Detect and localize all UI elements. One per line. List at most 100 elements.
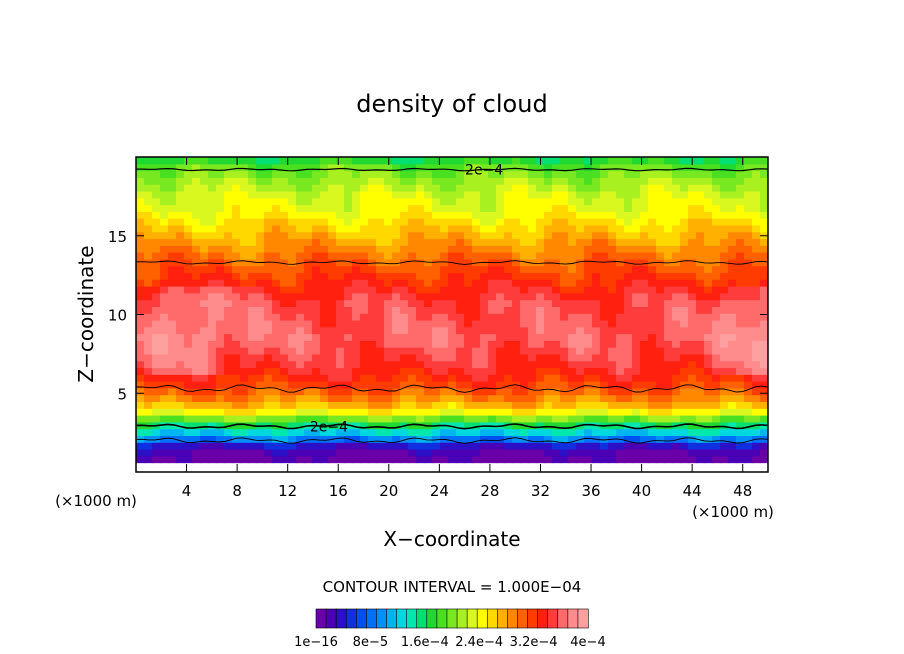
heatmap-cell — [632, 197, 641, 206]
heatmap-cell — [744, 435, 753, 443]
heatmap-cell — [736, 353, 745, 362]
heatmap-cell — [208, 211, 217, 219]
heatmap-cell — [736, 190, 745, 199]
heatmap-cell — [720, 245, 729, 253]
heatmap-cell — [424, 299, 433, 307]
heatmap-cell — [600, 272, 609, 280]
heatmap-cell — [152, 455, 161, 464]
heatmap-cell — [608, 197, 617, 206]
heatmap-cell — [648, 252, 657, 260]
heatmap-cell — [136, 353, 145, 362]
heatmap-cell — [752, 163, 761, 172]
heatmap-cell — [360, 435, 369, 443]
heatmap-cell — [200, 374, 209, 382]
heatmap-cell — [616, 455, 625, 464]
heatmap-cell — [344, 347, 353, 355]
heatmap-cell — [160, 415, 169, 423]
heatmap-cell — [344, 272, 353, 280]
heatmap-cell — [528, 353, 537, 362]
heatmap-cell — [344, 442, 353, 450]
heatmap-cell — [320, 340, 329, 348]
heatmap-cell — [512, 272, 521, 280]
heatmap-cell — [344, 313, 353, 321]
colorbar-swatch — [345, 608, 357, 629]
heatmap-cell — [448, 224, 457, 233]
heatmap-cell — [480, 224, 489, 233]
heatmap-cell — [624, 326, 633, 335]
heatmap-cell — [176, 415, 185, 423]
heatmap-cell — [440, 374, 449, 382]
heatmap-cell — [184, 442, 193, 450]
heatmap-cell — [192, 265, 201, 274]
heatmap-cell — [648, 211, 657, 219]
heatmap-cell — [712, 326, 721, 335]
heatmap-cell — [640, 448, 649, 457]
heatmap-cell — [656, 224, 665, 233]
heatmap-cell — [744, 353, 753, 362]
heatmap-cell — [568, 184, 577, 192]
heatmap-cell — [696, 455, 705, 464]
heatmap-cell — [288, 401, 297, 409]
heatmap-cell — [312, 442, 321, 450]
heatmap-cell — [456, 184, 465, 192]
heatmap-cell — [264, 442, 273, 450]
heatmap-cell — [456, 163, 465, 172]
heatmap-cell — [704, 415, 713, 423]
heatmap-cell — [464, 313, 473, 321]
heatmap-cell — [576, 224, 585, 233]
heatmap-cell — [288, 224, 297, 233]
heatmap-cell — [688, 163, 697, 172]
heatmap-cell — [160, 224, 169, 233]
heatmap-cell — [544, 333, 553, 341]
heatmap-cell — [408, 197, 417, 206]
heatmap-cell — [272, 435, 281, 443]
heatmap-cell — [392, 204, 401, 212]
heatmap-cell — [312, 231, 321, 240]
heatmap-cell — [304, 319, 313, 328]
heatmap-cell — [288, 333, 297, 341]
heatmap-cell — [376, 286, 385, 294]
heatmap-cell — [328, 286, 337, 294]
heatmap-cell — [352, 435, 361, 443]
heatmap-cell — [448, 394, 457, 403]
heatmap-cell — [400, 272, 409, 280]
heatmap-cell — [224, 387, 233, 396]
heatmap-cell — [136, 442, 145, 450]
heatmap-cell — [400, 286, 409, 294]
heatmap-cell — [520, 265, 529, 274]
heatmap-cell — [544, 265, 553, 274]
heatmap-cell — [424, 428, 433, 436]
heatmap-cell — [248, 258, 257, 267]
heatmap-cell — [624, 265, 633, 274]
heatmap-cell — [400, 211, 409, 219]
heatmap-cell — [496, 292, 505, 301]
heatmap-cell — [384, 197, 393, 206]
heatmap-cell — [568, 367, 577, 375]
heatmap-cell — [360, 299, 369, 307]
heatmap-cell — [432, 211, 441, 219]
heatmap-cell — [360, 245, 369, 253]
heatmap-cell — [448, 177, 457, 185]
heatmap-cell — [424, 265, 433, 274]
heatmap-cell — [688, 292, 697, 301]
heatmap-cell — [576, 197, 585, 206]
heatmap-cell — [720, 374, 729, 382]
heatmap-cell — [600, 286, 609, 294]
heatmap-cell — [440, 306, 449, 314]
heatmap-cell — [472, 245, 481, 253]
heatmap-cell — [584, 415, 593, 423]
heatmap-cell — [376, 224, 385, 233]
heatmap-cell — [632, 319, 641, 328]
heatmap-cell — [160, 190, 169, 199]
heatmap-cell — [248, 401, 257, 409]
heatmap-cell — [648, 360, 657, 369]
heatmap-cell — [640, 455, 649, 464]
heatmap-cell — [208, 319, 217, 328]
heatmap-cell — [440, 387, 449, 396]
heatmap-cell — [600, 224, 609, 233]
heatmap-cell — [696, 286, 705, 294]
heatmap-cell — [640, 204, 649, 212]
heatmap-cell — [352, 286, 361, 294]
heatmap-cell — [424, 252, 433, 260]
heatmap-cell — [712, 435, 721, 443]
